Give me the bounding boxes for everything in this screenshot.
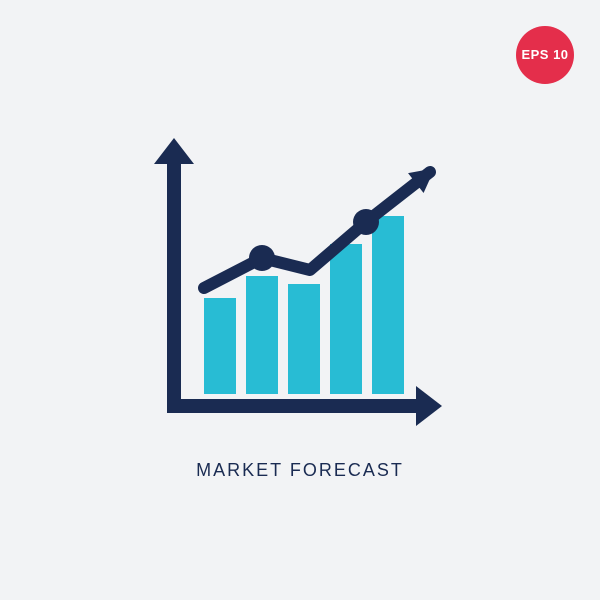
badge-text: EPS 10: [521, 48, 568, 62]
eps10-badge: EPS 10: [516, 26, 574, 84]
caption-label: MARKET FORECAST: [0, 460, 600, 481]
stock-image-canvas: EPS 10 MARKET FORECAST: [0, 0, 600, 600]
market-forecast-chart-icon: [150, 130, 450, 430]
caption-text: MARKET FORECAST: [196, 460, 404, 480]
chart-svg: [150, 130, 450, 430]
